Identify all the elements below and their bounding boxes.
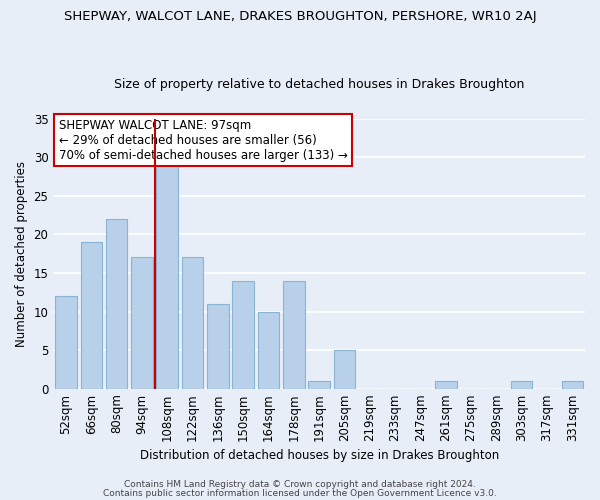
Bar	[207, 304, 229, 388]
Y-axis label: Number of detached properties: Number of detached properties	[15, 160, 28, 346]
Text: SHEPWAY, WALCOT LANE, DRAKES BROUGHTON, PERSHORE, WR10 2AJ: SHEPWAY, WALCOT LANE, DRAKES BROUGHTON, …	[64, 10, 536, 23]
Text: Contains HM Land Registry data © Crown copyright and database right 2024.: Contains HM Land Registry data © Crown c…	[124, 480, 476, 489]
Bar	[308, 381, 330, 388]
Bar	[283, 280, 305, 388]
Text: SHEPWAY WALCOT LANE: 97sqm
← 29% of detached houses are smaller (56)
70% of semi: SHEPWAY WALCOT LANE: 97sqm ← 29% of deta…	[59, 118, 347, 162]
Bar	[334, 350, 355, 389]
Bar	[106, 219, 127, 388]
Bar	[562, 381, 583, 388]
X-axis label: Distribution of detached houses by size in Drakes Broughton: Distribution of detached houses by size …	[140, 450, 499, 462]
Bar	[511, 381, 532, 388]
Bar	[435, 381, 457, 388]
Bar	[157, 165, 178, 388]
Bar	[232, 280, 254, 388]
Bar	[258, 312, 279, 388]
Bar	[182, 258, 203, 388]
Bar	[55, 296, 77, 388]
Bar	[131, 258, 152, 388]
Title: Size of property relative to detached houses in Drakes Broughton: Size of property relative to detached ho…	[114, 78, 524, 91]
Bar	[80, 242, 102, 388]
Text: Contains public sector information licensed under the Open Government Licence v3: Contains public sector information licen…	[103, 488, 497, 498]
